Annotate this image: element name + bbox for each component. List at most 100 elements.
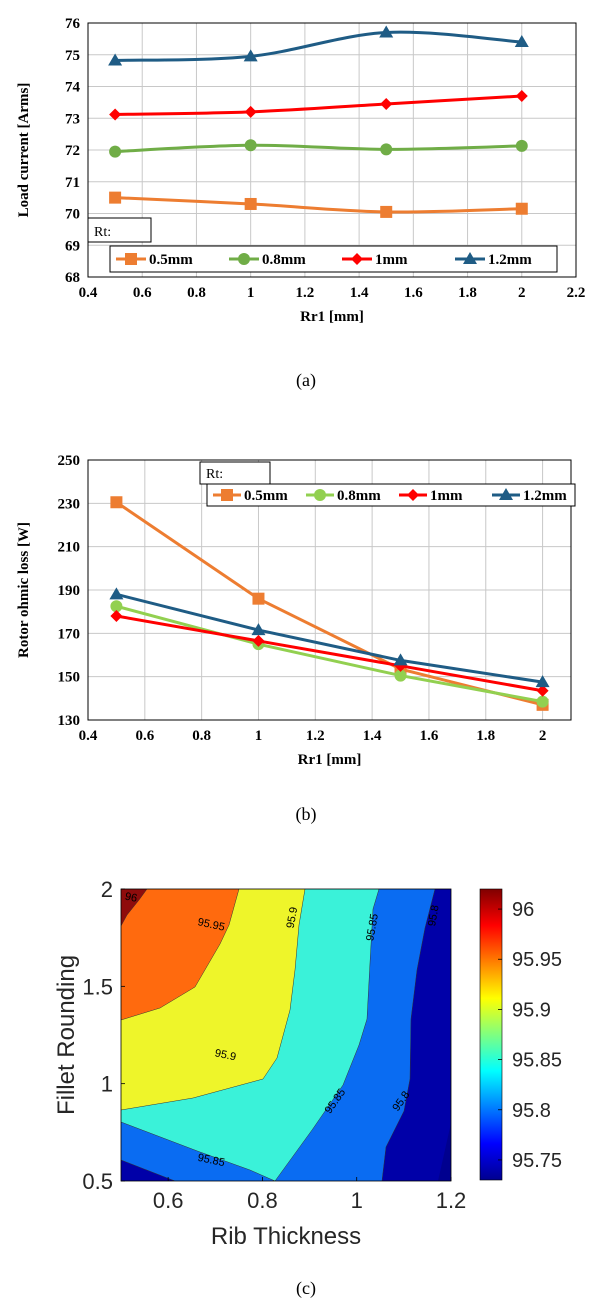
x-tick-label: 2 (539, 728, 547, 744)
chart-a-y-ticks: 68 69 70 71 72 73 74 75 76 (65, 16, 81, 286)
chart-c: 96 95.95 95.9 95.85 95.8 95.9 95.85 95.8 95.85 0… (53, 877, 562, 1299)
y-tick-label: 250 (58, 453, 81, 469)
data-point-1.2mm (514, 35, 529, 48)
chart-a-legend: Rt: 0.5mm 0.8mm 1mm 1.2mm (87, 217, 558, 273)
y-tick-label: 1.5 (82, 974, 113, 999)
contour-label: 95.85 (364, 913, 381, 942)
colorbar-ticks: 95.75 95.8 95.85 95.9 95.95 96 (498, 899, 562, 1172)
chart-b-series (109, 496, 550, 711)
y-tick-label: 210 (58, 540, 81, 556)
chart-b-x-axis-label: Rr1 [mm] (298, 752, 362, 768)
data-point-1.2mm (393, 653, 408, 666)
legend-swatch-marker (407, 489, 419, 501)
series-line-0.8mm (115, 143, 522, 154)
y-tick-label: 71 (65, 175, 80, 191)
legend-entry-label: 0.8mm (262, 252, 306, 268)
chart-b-x-ticks: 0.4 0.6 0.8 1 1.2 1.4 1.6 1.8 2 (79, 728, 547, 744)
contour-label: 95.9 (285, 906, 301, 929)
x-tick-label: 0.6 (133, 285, 152, 301)
x-tick-label: 2.2 (567, 285, 586, 301)
data-point-0.5mm (110, 496, 123, 509)
colorbar-tick-label: 95.8 (512, 1100, 551, 1122)
y-tick-label: 68 (65, 270, 80, 286)
legend-swatch-marker (351, 253, 363, 265)
y-tick-label: 190 (58, 583, 81, 599)
data-point-1mm (380, 97, 393, 110)
data-point-1.2mm (251, 623, 266, 636)
legend-entry-label: 1mm (375, 252, 408, 268)
y-tick-label: 230 (58, 496, 81, 512)
panel-label-b: (b) (296, 804, 317, 825)
chart-a: 0.4 0.6 0.8 1 1.2 1.4 1.6 1.8 2 2.2 68 69 70 71 72 73 7… (16, 16, 586, 391)
y-tick-label: 72 (65, 143, 80, 159)
x-tick-label: 1.8 (458, 285, 477, 301)
y-tick-label: 70 (65, 207, 80, 223)
x-tick-label: 1.6 (404, 285, 423, 301)
data-point-0.5mm (244, 197, 257, 210)
x-tick-label: 0.8 (192, 728, 211, 744)
data-point-1.2mm (379, 25, 394, 38)
data-point-0.8mm (380, 143, 393, 156)
x-tick-label: 1.2 (296, 285, 315, 301)
y-tick-label: 1 (101, 1072, 113, 1097)
legend-entry-label: 0.8mm (337, 488, 381, 504)
legend-entry-label: 0.5mm (244, 488, 288, 504)
chart-a-series (108, 25, 529, 218)
x-tick-label: 0.4 (79, 728, 98, 744)
x-tick-label: 1.4 (350, 285, 369, 301)
data-point-1mm (109, 108, 122, 121)
panel-label-a: (a) (296, 370, 316, 391)
legend-swatch-marker (125, 253, 137, 265)
x-tick-label: 1 (255, 728, 263, 744)
series-line-0.5mm (115, 196, 522, 214)
series-line-1.2mm (115, 30, 522, 62)
data-point-0.5mm (109, 191, 122, 204)
chart-c-y-axis-label: Fillet Rounding (53, 955, 80, 1115)
chart-c-x-ticks: 0.6 0.8 1 1.2 (153, 1177, 466, 1213)
data-point-1.2mm (535, 675, 550, 688)
chart-b: 0.4 0.6 0.8 1 1.2 1.4 1.6 1.8 2 130 150 170 190 210 2… (16, 453, 576, 825)
series-line-1mm (116, 614, 543, 693)
y-tick-label: 150 (58, 670, 81, 686)
contour-label: 95.8 (426, 904, 442, 927)
series-line-1mm (115, 94, 522, 116)
legend-entry-label: 1.2mm (488, 252, 532, 268)
legend-swatch-marker (463, 252, 477, 264)
data-point-1mm (110, 610, 123, 622)
panel-label-c: (c) (296, 1278, 316, 1299)
contour-region-lowest-right (438, 1123, 451, 1181)
y-tick-label: 69 (65, 238, 80, 254)
data-point-1mm (394, 659, 407, 672)
series-line-1.2mm (116, 592, 543, 684)
contour-label: 95.85 (196, 1152, 225, 1169)
colorbar-tick-label: 95.9 (512, 999, 551, 1021)
series-line-0.8mm (116, 604, 543, 704)
legend-swatch-marker (314, 489, 326, 501)
x-tick-label: 0.8 (247, 1188, 278, 1213)
legend-swatch-marker (238, 253, 250, 265)
contour-label: 96 (124, 891, 138, 905)
colorbar-tick-label: 95.95 (512, 949, 562, 971)
chart-c-contour-regions (121, 889, 451, 1181)
data-point-0.8mm (110, 600, 123, 613)
y-tick-label: 74 (65, 80, 81, 96)
colorbar-tick-label: 95.75 (512, 1150, 562, 1172)
data-point-0.8mm (515, 139, 528, 152)
y-tick-label: 73 (65, 111, 80, 127)
x-tick-label: 1.6 (420, 728, 439, 744)
chart-b-legend: Rt: 0.5mm 0.8mm 1mm 1.2mm (199, 461, 576, 507)
data-point-1mm (515, 90, 528, 103)
x-tick-label: 0.6 (135, 728, 154, 744)
chart-a-plot-area (87, 22, 577, 278)
chart-b-plot-area (87, 459, 572, 721)
data-point-0.5mm (252, 592, 265, 605)
x-tick-label: 0.6 (153, 1188, 184, 1213)
x-tick-label: 0.8 (187, 285, 206, 301)
legend-title: Rt: (206, 467, 223, 482)
data-point-0.8mm (394, 669, 407, 682)
chart-c-plot-area (120, 888, 452, 1182)
y-tick-label: 170 (58, 626, 81, 642)
y-tick-label: 75 (65, 48, 80, 64)
x-tick-label: 1 (247, 285, 255, 301)
colorbar (479, 888, 503, 1181)
